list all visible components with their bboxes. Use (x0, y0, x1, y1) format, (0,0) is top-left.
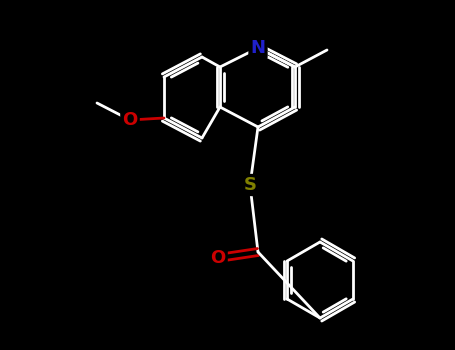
Text: O: O (122, 111, 137, 129)
Text: N: N (251, 39, 266, 57)
Text: O: O (210, 249, 226, 267)
Text: S: S (243, 176, 257, 194)
